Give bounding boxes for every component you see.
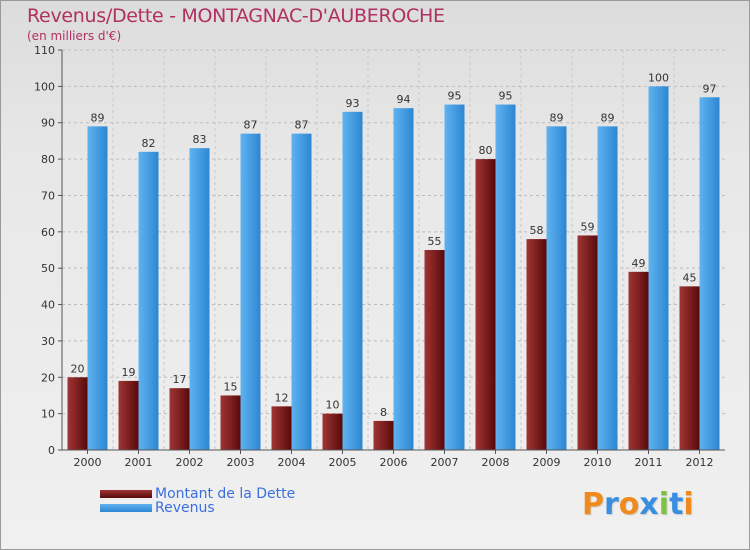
- bar-revenus-2000: [87, 126, 108, 450]
- y-tick-label: 80: [41, 153, 55, 166]
- bar-revenus-2002: [189, 148, 210, 450]
- bar-dette-2011: [628, 271, 649, 450]
- data-label-dette-2001: 19: [122, 366, 136, 379]
- data-label-dette-2007: 55: [428, 235, 442, 248]
- y-tick-label: 10: [41, 408, 55, 421]
- x-tick-label: 2011: [635, 456, 663, 469]
- data-label-revenus-2004: 87: [295, 119, 309, 132]
- data-label-revenus-2008: 95: [499, 90, 513, 103]
- logo-letter: i: [658, 487, 670, 522]
- data-label-revenus-2006: 94: [397, 93, 411, 106]
- bar-dette-2005: [322, 413, 343, 450]
- data-label-dette-2012: 45: [683, 271, 697, 284]
- legend-swatch-dette: [100, 490, 152, 498]
- y-tick-label: 50: [41, 262, 55, 275]
- bar-revenus-2011: [648, 86, 669, 450]
- bar-revenus-2006: [393, 108, 414, 450]
- bar-dette-2000: [67, 377, 88, 450]
- x-tick-label: 2002: [176, 456, 204, 469]
- bar-layer: [67, 86, 720, 451]
- bar-dette-2004: [271, 406, 292, 450]
- data-label-dette-2011: 49: [632, 257, 646, 270]
- x-tick-label: 2009: [533, 456, 561, 469]
- logo-letter: r: [604, 487, 619, 522]
- data-label-revenus-2000: 89: [91, 111, 105, 124]
- y-tick-label: 0: [48, 444, 55, 457]
- bar-revenus-2010: [597, 126, 618, 450]
- legend-label-dette: Montant de la Dette: [155, 486, 296, 502]
- data-label-dette-2006: 8: [380, 406, 387, 419]
- y-tick-label: 20: [41, 371, 55, 384]
- y-tick-label: 90: [41, 117, 55, 130]
- bar-revenus-2009: [546, 126, 567, 450]
- x-tick-label: 2003: [227, 456, 255, 469]
- bar-dette-2010: [577, 235, 598, 450]
- proxiti-logo: Proxiti: [582, 487, 694, 522]
- logo-letter: i: [683, 487, 694, 522]
- data-label-dette-2004: 12: [275, 391, 289, 404]
- chart-subtitle: (en milliers d'€): [27, 29, 122, 43]
- legend-label-revenus: Revenus: [155, 500, 215, 516]
- x-tick-label: 2012: [686, 456, 714, 469]
- bar-dette-2006: [373, 420, 394, 450]
- data-label-revenus-2001: 82: [142, 137, 156, 150]
- y-tick-label: 70: [41, 189, 55, 202]
- data-label-dette-2002: 17: [173, 373, 187, 386]
- data-label-revenus-2009: 89: [550, 111, 564, 124]
- y-tick-label: 100: [34, 80, 55, 93]
- bar-dette-2001: [118, 380, 139, 450]
- data-label-revenus-2002: 83: [193, 133, 207, 146]
- logo-letter: P: [582, 487, 604, 522]
- data-label-dette-2003: 15: [224, 380, 238, 393]
- x-tick-label: 2000: [74, 456, 102, 469]
- x-tick-label: 2008: [482, 456, 510, 469]
- y-tick-label: 40: [41, 299, 55, 312]
- bar-dette-2012: [679, 286, 700, 450]
- x-tick-label: 2004: [278, 456, 306, 469]
- logo-letter: x: [639, 487, 659, 522]
- chart-title: Revenus/Dette - MONTAGNAC-D'AUBEROCHE: [27, 5, 445, 27]
- data-label-revenus-2010: 89: [601, 111, 615, 124]
- data-label-dette-2008: 80: [479, 144, 493, 157]
- y-tick-label: 110: [34, 44, 55, 57]
- bar-dette-2008: [475, 159, 496, 450]
- legend-swatch-revenus: [100, 504, 152, 512]
- x-tick-label: 2005: [329, 456, 357, 469]
- data-label-revenus-2003: 87: [244, 119, 258, 132]
- logo-letter: o: [618, 487, 640, 522]
- data-label-dette-2000: 20: [71, 362, 85, 375]
- data-label-revenus-2011: 100: [648, 71, 669, 84]
- bar-revenus-2004: [291, 133, 312, 451]
- data-label-revenus-2007: 95: [448, 90, 462, 103]
- bar-revenus-2012: [699, 97, 720, 450]
- bar-dette-2007: [424, 250, 445, 450]
- x-tick-label: 2010: [584, 456, 612, 469]
- x-tick-label: 2007: [431, 456, 459, 469]
- x-tick-label: 2006: [380, 456, 408, 469]
- y-tick-label: 60: [41, 226, 55, 239]
- x-tick-label: 2001: [125, 456, 153, 469]
- label-layer: 20 89 19 82 17 83 15 87 12 87 10 93 8 94 55 95 80 95 58 89 5…: [71, 71, 717, 419]
- bar-revenus-2008: [495, 104, 516, 450]
- legend-item-dette: Montant de la Dette: [100, 486, 295, 502]
- bar-dette-2009: [526, 239, 547, 450]
- data-label-dette-2005: 10: [326, 399, 340, 412]
- data-label-dette-2009: 58: [530, 224, 544, 237]
- bar-revenus-2007: [444, 104, 465, 450]
- data-label-dette-2010: 59: [581, 220, 595, 233]
- legend-item-revenus: Revenus: [100, 500, 215, 516]
- bar-dette-2003: [220, 395, 241, 450]
- bar-revenus-2001: [138, 151, 159, 450]
- logo-letter: t: [669, 487, 684, 522]
- data-label-revenus-2005: 93: [346, 97, 360, 110]
- bar-revenus-2003: [240, 133, 261, 451]
- axis-layer: 0 10 20 30 40 50 60 70 80 90 100 110 2000 2001 2002 200…: [34, 44, 725, 469]
- bar-dette-2002: [169, 388, 190, 450]
- data-label-revenus-2012: 97: [703, 82, 717, 95]
- y-tick-label: 30: [41, 335, 55, 348]
- bar-revenus-2005: [342, 111, 363, 451]
